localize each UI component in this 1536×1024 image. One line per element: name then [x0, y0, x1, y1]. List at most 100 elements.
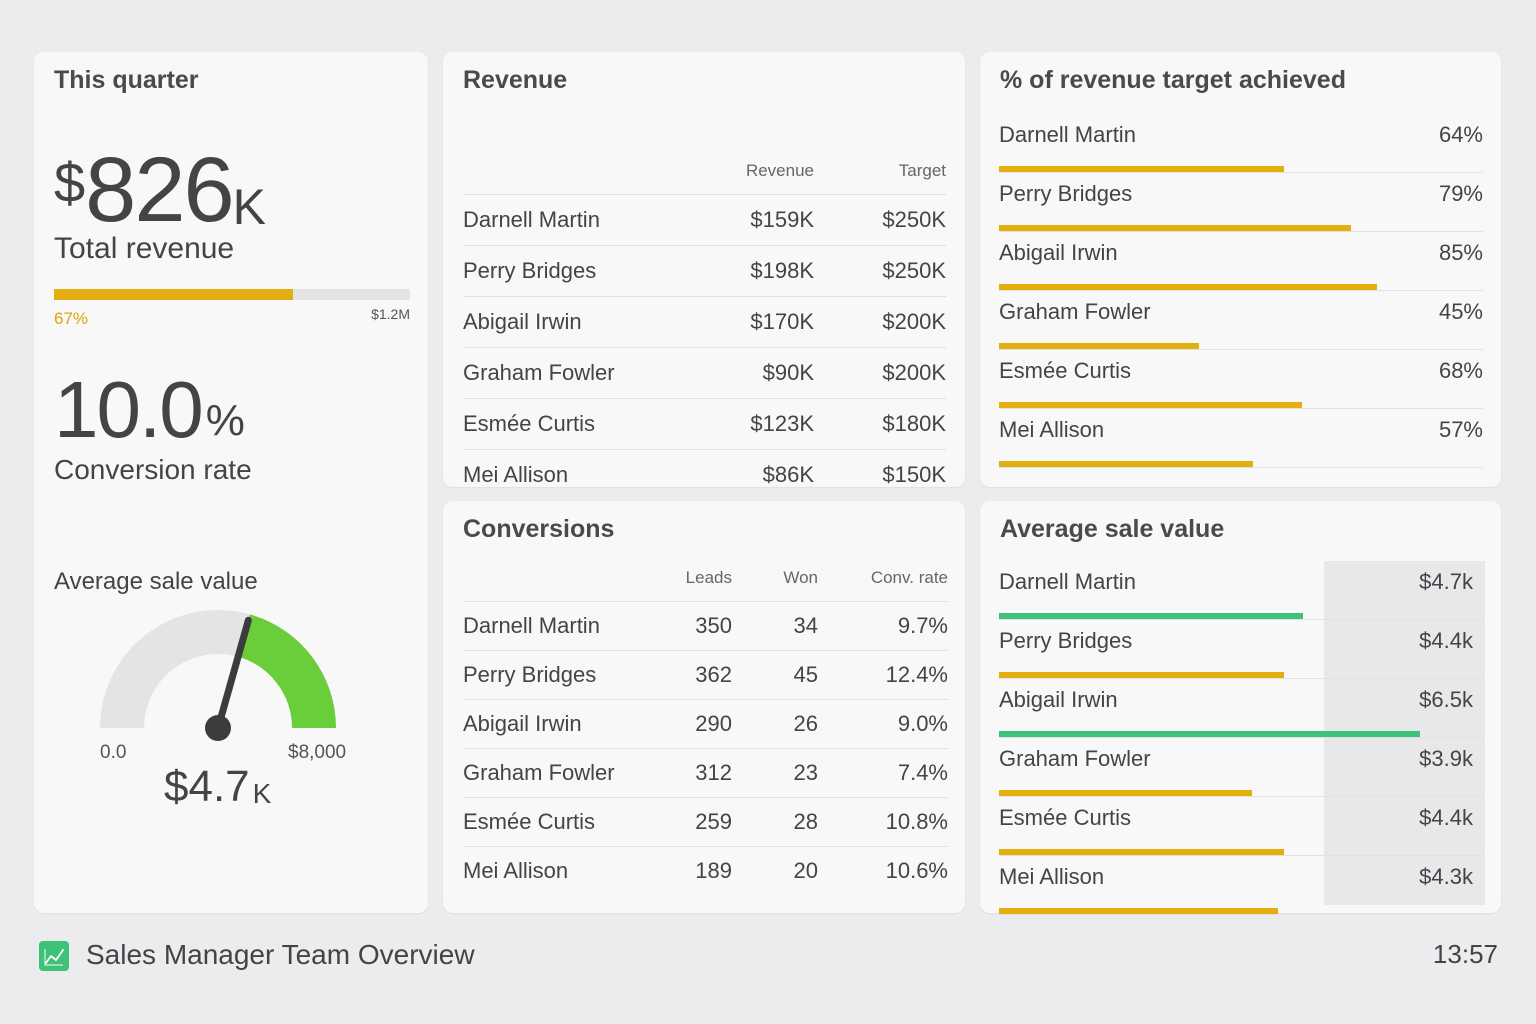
- table-row: Abigail Irwin $170K $200K: [463, 296, 946, 348]
- panel-title: This quarter: [54, 66, 199, 94]
- bar-name: Esmée Curtis: [999, 805, 1132, 830]
- cell-revenue: $123K: [694, 398, 814, 450]
- list-item: Abigail Irwin $6.5k: [999, 679, 1483, 738]
- bar-value: 79%: [1438, 181, 1483, 206]
- cell-rate: 10.6%: [818, 846, 948, 895]
- list-item: Perry Bridges 79%: [999, 173, 1483, 232]
- cell-name: Perry Bridges: [463, 650, 642, 700]
- total-revenue-unit: K: [232, 179, 267, 235]
- bar-name: Darnell Martin: [999, 122, 1136, 147]
- list-item: Mei Allison $4.3k: [999, 856, 1483, 915]
- bar-name: Graham Fowler: [999, 746, 1151, 771]
- cell-name: Abigail Irwin: [463, 699, 642, 749]
- cell-name: Esmée Curtis: [463, 797, 642, 847]
- cell-won: 34: [732, 601, 818, 651]
- cell-name: Darnell Martin: [463, 601, 642, 651]
- bar-name: Graham Fowler: [999, 299, 1151, 324]
- bar-fill: [999, 166, 1284, 172]
- bar-value: 57%: [1438, 417, 1483, 442]
- revenue-progress-label: 67%: [54, 309, 89, 328]
- bar-fill: [999, 849, 1285, 855]
- cell-revenue: $159K: [694, 194, 814, 246]
- bar-fill: [999, 284, 1378, 290]
- cell-rate: 12.4%: [818, 650, 948, 700]
- cell-name: Perry Bridges: [463, 245, 694, 297]
- column-header-leads: Leads: [685, 568, 732, 587]
- panel-title: Conversions: [463, 515, 615, 543]
- table-row: Perry Bridges 362 45 12.4%: [463, 650, 948, 700]
- total-revenue-label: Total revenue: [54, 232, 235, 265]
- column-header-won: Won: [783, 568, 818, 587]
- cell-won: 23: [732, 748, 818, 798]
- cell-leads: 362: [642, 650, 732, 700]
- cell-name: Mei Allison: [463, 449, 694, 500]
- cell-target: $200K: [814, 296, 946, 348]
- bar-name: Darnell Martin: [999, 569, 1136, 594]
- table-row: Esmée Curtis 259 28 10.8%: [463, 797, 948, 847]
- bar-value: 85%: [1438, 240, 1483, 265]
- table-row: Graham Fowler $90K $200K: [463, 347, 946, 399]
- conversion-rate-label: Conversion rate: [54, 454, 252, 485]
- revenue-table: Revenue Target Darnell Martin $159K $250K …: [463, 148, 946, 500]
- revenue-progress-bar: [54, 289, 410, 300]
- bar-fill: [999, 402, 1302, 408]
- cell-name: Abigail Irwin: [463, 296, 694, 348]
- cell-target: $250K: [814, 245, 946, 297]
- cell-won: 45: [732, 650, 818, 700]
- cell-revenue: $90K: [694, 347, 814, 399]
- gauge-number: 4.7: [188, 762, 250, 811]
- bar-name: Abigail Irwin: [999, 240, 1118, 265]
- bar-name: Perry Bridges: [999, 628, 1133, 653]
- cell-name: Darnell Martin: [463, 194, 694, 246]
- chart-line-glyph: [44, 949, 64, 966]
- gauge-min-label: 0.0: [100, 742, 127, 763]
- bar-value: $4.4k: [1419, 805, 1473, 830]
- currency-symbol: $: [54, 151, 86, 214]
- cell-won: 20: [732, 846, 818, 895]
- clock-time: 13:57: [1432, 939, 1498, 969]
- revenue-panel: Revenue Revenue Target Darnell Martin $15…: [443, 52, 965, 500]
- cell-won: 28: [732, 797, 818, 847]
- cell-name: Graham Fowler: [463, 748, 642, 798]
- bar-value: 64%: [1438, 122, 1483, 147]
- this-quarter-panel: This quarter $ 826 K Total revenue 67% $…: [34, 52, 428, 913]
- bar-fill: [999, 613, 1304, 619]
- list-item: Abigail Irwin 85%: [999, 232, 1483, 291]
- bar-fill: [999, 225, 1351, 231]
- conversions-panel: Conversions Leads Won Conv. rate Darnell…: [443, 501, 965, 913]
- column-header-name: [463, 555, 642, 602]
- total-revenue-number: 826: [85, 139, 234, 241]
- table-row: Abigail Irwin 290 26 9.0%: [463, 699, 948, 749]
- bar-fill: [999, 672, 1285, 678]
- table-row: Esmée Curtis $123K $180K: [463, 398, 946, 450]
- bar-fill: [999, 343, 1200, 349]
- column-header-revenue: Revenue: [745, 161, 814, 180]
- gauge-unit: K: [252, 778, 272, 809]
- cell-name: Esmée Curtis: [463, 398, 694, 450]
- list-item: Mei Allison 57%: [999, 409, 1483, 468]
- gauge-value: $ 4.7 K: [164, 764, 271, 810]
- cell-name: Mei Allison: [463, 846, 642, 895]
- bar-name: Esmée Curtis: [999, 358, 1132, 383]
- table-row: Mei Allison 189 20 10.6%: [463, 846, 948, 895]
- avg-sale-bar-list: Darnell Martin $4.7k Perry Bridges $4.4k A…: [999, 561, 1483, 915]
- cell-rate: 7.4%: [818, 748, 948, 798]
- cell-target: $150K: [814, 449, 946, 500]
- list-item: Graham Fowler 45%: [999, 291, 1483, 350]
- cell-leads: 189: [642, 846, 732, 895]
- list-item: Esmée Curtis $4.4k: [999, 797, 1483, 856]
- cell-name: Graham Fowler: [463, 347, 694, 399]
- bar-fill: [999, 461, 1253, 467]
- bar-name: Abigail Irwin: [999, 687, 1118, 712]
- list-item: Darnell Martin 64%: [999, 114, 1483, 173]
- panel-title: Average sale value: [1000, 515, 1225, 543]
- table-row: Darnell Martin 350 34 9.7%: [463, 601, 948, 651]
- gauge-track: [100, 610, 251, 729]
- cell-rate: 10.8%: [818, 797, 948, 847]
- list-item: Esmée Curtis 68%: [999, 350, 1483, 409]
- column-header-name: [463, 148, 694, 195]
- revenue-max-label: $1.2M: [371, 306, 410, 322]
- avg-sale-gauge: [100, 610, 336, 741]
- column-header-target: Target: [898, 161, 946, 180]
- cell-leads: 350: [642, 601, 732, 651]
